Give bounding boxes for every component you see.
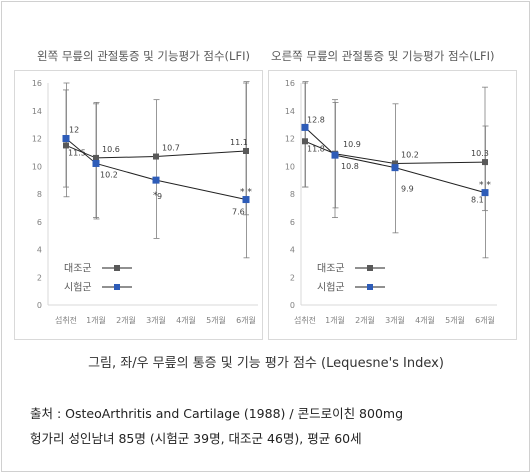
y-tick-label: 16 [32,79,42,88]
data-label: 7.6 [232,208,245,217]
x-tick-label: 3개월 [385,315,405,325]
data-label: 10.6 [102,145,120,154]
data-label: 10.7 [162,144,180,153]
data-label: 9 [157,192,162,201]
data-label: 9.9 [401,185,414,194]
legend-label: 시험군 [64,282,92,294]
left-chart-panel [14,70,263,340]
y-tick-label: 12 [285,135,295,144]
x-tick-label: 5개월 [445,315,465,325]
data-label: 10.8 [341,162,359,171]
x-tick-label: 2개월 [355,315,375,325]
y-tick-label: 14 [32,107,42,116]
legend-marker [114,265,120,271]
x-tick-label: 6개월 [236,315,256,325]
series-line-treatment [65,138,247,201]
series-line-control [65,144,247,159]
data-point-treatment [391,164,399,172]
left-chart-title: 왼쪽 무릎의 관절통증 및 기능평가 점수(LFI) [37,49,250,63]
data-point-control [482,159,488,166]
data-label: 11.5 [68,148,86,157]
right-chart-panel [268,70,517,340]
source-line-1: 출처 : OsteoArthritis and Cartilage (1988)… [30,406,404,421]
x-tick-label: 섭취전 [294,315,316,325]
legend-marker [367,284,373,290]
data-label: 12 [69,126,79,135]
y-tick-label: 2 [290,273,295,282]
legend-label: 대조군 [64,263,92,275]
right-chart-title: 오른쪽 무릎의 관절통증 및 기능평가 점수(LFI) [271,49,495,63]
x-tick-label: 2개월 [116,315,136,325]
legend-marker [367,265,373,271]
significance-mark: * * [240,188,252,198]
significance-mark: * [153,191,158,201]
data-label: 11.1 [230,138,248,147]
y-tick-label: 10 [285,162,295,171]
data-point-treatment [481,189,489,197]
data-point-control [392,160,398,167]
data-point-treatment [152,176,160,184]
data-point-treatment [301,123,309,131]
x-tick-label: 1개월 [86,315,106,325]
data-point-treatment [92,159,100,167]
x-tick-label: 4개월 [176,315,196,325]
y-tick-label: 6 [290,218,295,227]
series-line-treatment [304,127,486,194]
figure-caption: 그림, 좌/우 무릎의 통증 및 기능 평가 점수 (Lequesne's In… [88,356,444,371]
y-tick-label: 4 [290,246,295,255]
x-tick-label: 1개월 [325,315,345,325]
y-tick-label: 12 [32,135,42,144]
y-tick-label: 2 [37,273,42,282]
y-tick-label: 14 [285,107,295,116]
data-label: 11.8 [307,144,325,153]
chart-right: 0 2 4 6 8 10 12 14 16 섭취전 1개월 2개월 3개월 4개월 5개월 6개월 11.8 10… [285,79,497,325]
y-tick-label: 6 [37,218,42,227]
legend-label: 대조군 [317,263,345,275]
data-point-control [153,153,159,160]
data-point-control [63,142,69,149]
legend-marker [114,284,120,290]
data-point-control [93,154,99,161]
significance-mark: * * [479,181,491,191]
y-tick-label: 8 [290,190,295,199]
data-point-treatment [331,151,339,159]
y-tick-label: 16 [285,79,295,88]
chart-left: 0 2 4 6 8 10 12 14 16 섭취전 1개월 2개월 3개월 4개월 5개월 6개월 11.5 10… [32,79,258,325]
x-tick-label: 6개월 [475,315,495,325]
source-line-2: 헝가리 성인남녀 85명 (시험군 39명, 대조군 46명), 평균 60세 [30,431,362,446]
data-point-treatment [62,135,70,142]
data-label: 8.1 [471,196,484,205]
y-tick-label: 0 [37,301,42,310]
y-tick-label: 10 [32,162,42,171]
data-point-control [243,147,249,154]
data-label: 10.3 [471,149,489,158]
data-label: 10.2 [100,170,118,179]
data-label: 12.8 [307,115,325,124]
x-tick-label: 4개월 [415,315,435,325]
y-tick-label: 8 [37,190,42,199]
data-point-treatment [242,196,250,204]
data-point-control [302,138,308,145]
x-tick-label: 3개월 [146,315,166,325]
legend-label: 시험군 [317,282,345,294]
data-label: 10.9 [343,140,361,149]
series-line-control [304,140,486,164]
x-tick-label: 5개월 [206,315,226,325]
y-tick-label: 4 [37,246,42,255]
data-label: 10.2 [401,150,419,159]
y-tick-label: 0 [290,301,295,310]
x-tick-label: 섭취전 [55,315,77,325]
